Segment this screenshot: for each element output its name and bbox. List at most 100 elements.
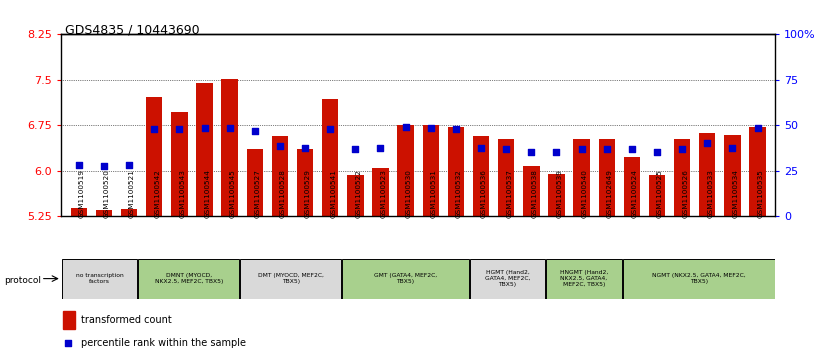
- Text: GSM1100526: GSM1100526: [682, 169, 688, 218]
- Text: GSM1100533: GSM1100533: [707, 169, 713, 218]
- Bar: [498, 139, 514, 216]
- Text: GSM1100521: GSM1100521: [129, 169, 135, 218]
- Text: GSM1100522: GSM1100522: [355, 169, 361, 218]
- Text: GSM1100529: GSM1100529: [305, 169, 311, 218]
- Text: percentile rank within the sample: percentile rank within the sample: [81, 338, 246, 348]
- Point: [248, 129, 261, 134]
- Bar: [523, 166, 539, 216]
- Point: [374, 145, 387, 151]
- Text: HGMT (Hand2,
GATA4, MEF2C,
TBX5): HGMT (Hand2, GATA4, MEF2C, TBX5): [485, 270, 530, 287]
- Bar: [546, 258, 622, 299]
- Point: [198, 125, 211, 131]
- Point: [173, 127, 186, 132]
- Text: GSM1100540: GSM1100540: [582, 169, 588, 218]
- Text: GSM1100537: GSM1100537: [506, 169, 512, 218]
- Text: GSM1102649: GSM1102649: [607, 169, 613, 218]
- Bar: [62, 258, 137, 299]
- Point: [751, 125, 764, 131]
- Bar: [599, 139, 615, 216]
- Bar: [138, 258, 239, 299]
- Point: [97, 163, 110, 169]
- Point: [499, 147, 512, 152]
- Text: GSM1100536: GSM1100536: [481, 169, 487, 218]
- Point: [475, 145, 488, 151]
- Text: GSM1100520: GSM1100520: [104, 169, 110, 218]
- Text: NGMT (NKX2.5, GATA4, MEF2C,
TBX5): NGMT (NKX2.5, GATA4, MEF2C, TBX5): [652, 273, 746, 284]
- Point: [676, 147, 689, 152]
- Point: [223, 125, 236, 131]
- Bar: [574, 139, 590, 216]
- Text: GSM1100530: GSM1100530: [406, 169, 411, 218]
- Bar: [397, 125, 414, 216]
- Point: [701, 140, 714, 146]
- Bar: [674, 139, 690, 216]
- Text: GDS4835 / 10443690: GDS4835 / 10443690: [65, 24, 200, 37]
- Point: [62, 340, 75, 346]
- Bar: [623, 157, 640, 216]
- Text: GSM1100524: GSM1100524: [632, 169, 638, 218]
- Bar: [95, 210, 112, 216]
- Bar: [121, 209, 137, 216]
- Bar: [623, 258, 774, 299]
- Text: GSM1100545: GSM1100545: [229, 169, 236, 218]
- Bar: [448, 127, 464, 216]
- Bar: [749, 127, 765, 216]
- Point: [650, 150, 663, 155]
- Point: [424, 125, 437, 131]
- Text: DMNT (MYOCD,
NKX2.5, MEF2C, TBX5): DMNT (MYOCD, NKX2.5, MEF2C, TBX5): [154, 273, 223, 284]
- Text: GSM1100528: GSM1100528: [280, 169, 286, 218]
- Point: [399, 124, 412, 130]
- Bar: [725, 135, 741, 216]
- Bar: [423, 125, 439, 216]
- Text: no transcription
factors: no transcription factors: [76, 273, 123, 284]
- Bar: [297, 150, 313, 216]
- Bar: [470, 258, 545, 299]
- Bar: [372, 168, 388, 216]
- Text: GSM1100534: GSM1100534: [733, 169, 738, 218]
- Bar: [221, 79, 237, 216]
- Bar: [342, 258, 468, 299]
- Text: GSM1100523: GSM1100523: [380, 169, 387, 218]
- Point: [273, 143, 286, 149]
- Bar: [548, 174, 565, 216]
- Bar: [71, 208, 87, 216]
- Point: [73, 162, 86, 167]
- Text: HNGMT (Hand2,
NKX2.5, GATA4,
MEF2C, TBX5): HNGMT (Hand2, NKX2.5, GATA4, MEF2C, TBX5…: [560, 270, 608, 287]
- Point: [601, 147, 614, 152]
- Point: [625, 147, 638, 152]
- Text: GSM1100538: GSM1100538: [531, 169, 537, 218]
- Text: GMT (GATA4, MEF2C,
TBX5): GMT (GATA4, MEF2C, TBX5): [374, 273, 437, 284]
- Text: GSM1100519: GSM1100519: [79, 169, 85, 218]
- Bar: [272, 135, 288, 216]
- Text: DMT (MYOCD, MEF2C,
TBX5): DMT (MYOCD, MEF2C, TBX5): [258, 273, 324, 284]
- Point: [450, 127, 463, 132]
- Text: GSM1100543: GSM1100543: [180, 169, 185, 218]
- Bar: [240, 258, 341, 299]
- Text: GSM1100525: GSM1100525: [657, 169, 663, 218]
- Bar: [146, 97, 162, 216]
- Point: [726, 145, 739, 151]
- Bar: [197, 83, 213, 216]
- Bar: [649, 175, 665, 216]
- Text: GSM1100541: GSM1100541: [330, 169, 336, 218]
- Bar: [171, 112, 188, 216]
- Text: GSM1100535: GSM1100535: [757, 169, 764, 218]
- Text: GSM1100531: GSM1100531: [431, 169, 437, 218]
- Point: [575, 147, 588, 152]
- Bar: [63, 311, 75, 329]
- Text: GSM1100542: GSM1100542: [154, 169, 160, 218]
- Point: [299, 145, 312, 151]
- Text: protocol: protocol: [4, 276, 41, 285]
- Text: GSM1100532: GSM1100532: [456, 169, 462, 218]
- Point: [348, 147, 361, 152]
- Point: [525, 150, 538, 155]
- Text: GSM1100539: GSM1100539: [557, 169, 562, 218]
- Point: [324, 127, 337, 132]
- Bar: [347, 175, 363, 216]
- Bar: [699, 133, 716, 216]
- Point: [122, 162, 135, 167]
- Point: [550, 150, 563, 155]
- Bar: [246, 150, 263, 216]
- Text: transformed count: transformed count: [81, 315, 172, 325]
- Text: GSM1100527: GSM1100527: [255, 169, 261, 218]
